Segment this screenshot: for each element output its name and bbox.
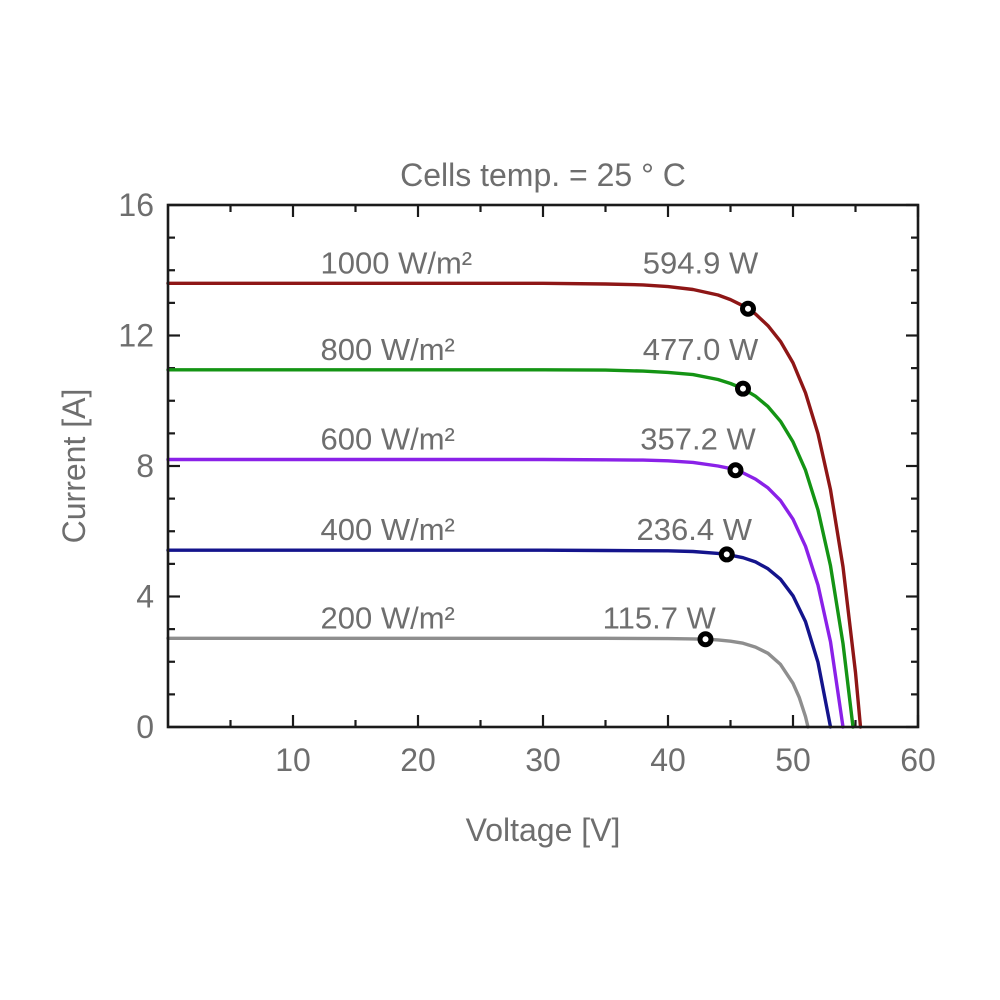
mpp-power-label-600: 357.2 W [640,421,756,456]
x-tick-label: 20 [400,742,436,778]
axes-box-group [166,203,920,729]
x-tick-label: 60 [900,742,936,778]
mpp-power-label-800: 477.0 W [643,332,759,367]
irradiance-label-600: 600 W/m² [321,421,455,456]
iv-curve-200 [166,636,810,729]
x-tick-label: 30 [525,742,561,778]
tick-labels-group: 10 20 30 40 50 60 0 4 8 12 16 [118,187,935,778]
irradiance-label-1000: 1000 W/m² [321,245,473,280]
iv-curves-group [166,281,863,729]
axes-box [166,203,920,729]
mpp-marker-1000 [740,300,756,317]
mpp-power-label-200: 115.7 W [603,600,717,635]
x-tick-label: 40 [650,742,686,778]
y-tick-label: 4 [136,579,154,615]
irradiance-label-400: 400 W/m² [321,512,455,547]
iv-curve-1000 [166,281,863,729]
mpp-marker-200 [697,631,714,648]
y-tick-label: 0 [136,709,154,745]
irradiance-label-800: 800 W/m² [321,332,455,367]
curve-annotations-group: 1000 W/m² 594.9 W 800 W/m² 477.0 W 600 W/m² 3… [321,245,759,635]
mpp-marker-800 [735,380,751,397]
y-tick-label: 12 [118,318,154,354]
chart-title: Cells temp. = 25 ° C [400,157,686,193]
iv-curve-400 [166,548,833,729]
mpp-power-label-400: 236.4 W [637,512,753,547]
iv-curve-600 [166,457,845,729]
mpp-power-label-1000: 594.9 W [643,245,759,280]
y-tick-label: 16 [118,187,154,223]
mpp-marker-600 [727,462,744,479]
iv-curve-800 [166,368,855,729]
irradiance-label-200: 200 W/m² [321,600,455,635]
mpp-marker-400 [718,546,735,563]
y-tick-label: 8 [136,448,154,484]
y-axis-label: Current [A] [56,389,92,544]
x-tick-label: 10 [275,742,311,778]
x-tick-label: 50 [775,742,811,778]
x-axis-label: Voltage [V] [466,812,621,848]
